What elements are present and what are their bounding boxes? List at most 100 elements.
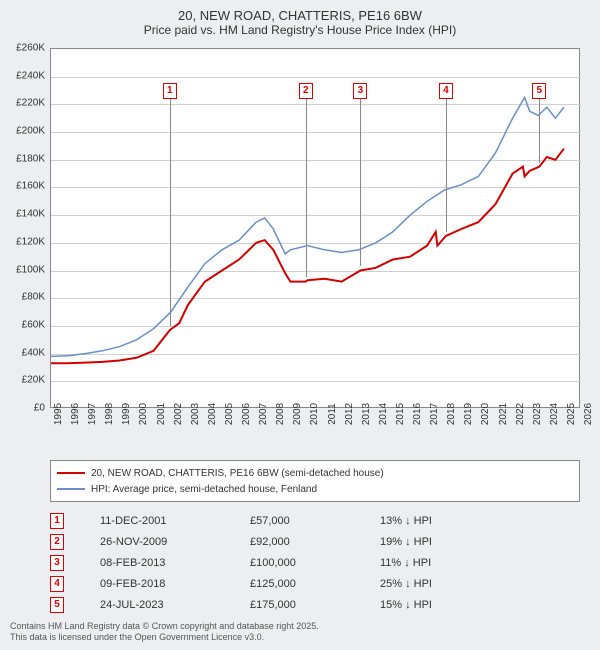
x-tick-label: 2013 — [361, 403, 372, 425]
title-block: 20, NEW ROAD, CHATTERIS, PE16 6BW Price … — [0, 0, 600, 41]
x-tick-label: 2026 — [583, 403, 594, 425]
sale-date: 24-JUL-2023 — [100, 599, 250, 611]
legend-label: 20, NEW ROAD, CHATTERIS, PE16 6BW (semi-… — [91, 468, 384, 479]
y-tick-label: £140K — [0, 209, 45, 220]
x-tick-label: 2016 — [412, 403, 423, 425]
marker-tick — [170, 99, 171, 326]
sale-row-marker: 3 — [50, 555, 64, 571]
x-tick-label: 2020 — [480, 403, 491, 425]
sale-price: £125,000 — [250, 578, 380, 590]
sale-delta: 15% ↓ HPI — [380, 599, 500, 611]
y-tick-label: £60K — [0, 319, 45, 330]
x-tick-label: 2014 — [378, 403, 389, 425]
footer-line1: Contains HM Land Registry data © Crown c… — [10, 621, 319, 633]
sale-row-marker: 1 — [50, 513, 64, 529]
legend-row: HPI: Average price, semi-detached house,… — [57, 481, 573, 497]
x-tick-label: 1998 — [104, 403, 115, 425]
legend-swatch — [57, 472, 85, 474]
title-line1: 20, NEW ROAD, CHATTERIS, PE16 6BW — [10, 8, 590, 23]
sale-row-marker: 2 — [50, 534, 64, 550]
sale-row: 2 26-NOV-2009£92,00019% ↓ HPI — [50, 531, 580, 552]
legend: 20, NEW ROAD, CHATTERIS, PE16 6BW (semi-… — [50, 460, 580, 502]
marker-tick — [539, 99, 540, 163]
sale-row: 409-FEB-2018£125,00025% ↓ HPI — [50, 573, 580, 594]
plot-area: 1 2 3 4 5 — [50, 48, 580, 408]
sale-date: 09-FEB-2018 — [100, 578, 250, 590]
x-tick-label: 2008 — [275, 403, 286, 425]
y-tick-label: £0 — [0, 403, 45, 414]
y-tick-label: £20K — [0, 375, 45, 386]
sale-delta: 11% ↓ HPI — [380, 557, 500, 569]
page-container: 20, NEW ROAD, CHATTERIS, PE16 6BW Price … — [0, 0, 600, 650]
footer-line2: This data is licensed under the Open Gov… — [10, 632, 319, 644]
marker-tick — [306, 99, 307, 278]
footer: Contains HM Land Registry data © Crown c… — [10, 621, 319, 644]
x-tick-label: 1995 — [53, 403, 64, 425]
x-tick-label: 2005 — [224, 403, 235, 425]
x-tick-label: 2017 — [429, 403, 440, 425]
x-tick-label: 2003 — [190, 403, 201, 425]
x-tick-label: 2000 — [138, 403, 149, 425]
sale-marker-5: 5 — [532, 83, 546, 99]
sale-marker-3: 3 — [353, 83, 367, 99]
sale-price: £92,000 — [250, 536, 380, 548]
marker-tick — [360, 99, 361, 267]
sale-row: 1 11-DEC-2001£57,00013% ↓ HPI — [50, 510, 580, 531]
sale-date: 08-FEB-2013 — [100, 557, 250, 569]
sale-row: 5 24-JUL-2023£175,00015% ↓ HPI — [50, 594, 580, 615]
sale-price: £175,000 — [250, 599, 380, 611]
title-line2: Price paid vs. HM Land Registry's House … — [10, 23, 590, 37]
chart: 12345 £0£20K£40K£60K£80K£100K£120K£140K£… — [50, 48, 580, 408]
x-tick-label: 2024 — [549, 403, 560, 425]
x-tick-label: 1999 — [121, 403, 132, 425]
x-tick-label: 2001 — [156, 403, 167, 425]
chart-lines — [51, 49, 581, 409]
y-tick-label: £40K — [0, 347, 45, 358]
y-tick-label: £120K — [0, 236, 45, 247]
x-tick-label: 2006 — [241, 403, 252, 425]
sales-table: 1 11-DEC-2001£57,00013% ↓ HPI 2 26-NOV-2009… — [50, 510, 580, 615]
sale-row-marker: 4 — [50, 576, 64, 592]
y-tick-label: £220K — [0, 98, 45, 109]
x-tick-label: 1997 — [87, 403, 98, 425]
x-tick-label: 2010 — [309, 403, 320, 425]
y-tick-label: £260K — [0, 43, 45, 54]
x-tick-label: 2002 — [173, 403, 184, 425]
sale-price: £57,000 — [250, 515, 380, 527]
y-tick-label: £200K — [0, 126, 45, 137]
marker-tick — [446, 99, 447, 232]
sale-date: 26-NOV-2009 — [100, 536, 250, 548]
x-tick-label: 2015 — [395, 403, 406, 425]
y-tick-label: £240K — [0, 70, 45, 81]
y-tick-label: £180K — [0, 153, 45, 164]
x-tick-label: 1996 — [70, 403, 81, 425]
legend-row: 20, NEW ROAD, CHATTERIS, PE16 6BW (semi-… — [57, 465, 573, 481]
sale-marker-4: 4 — [439, 83, 453, 99]
x-tick-label: 2023 — [532, 403, 543, 425]
legend-label: HPI: Average price, semi-detached house,… — [91, 484, 317, 495]
x-tick-label: 2009 — [292, 403, 303, 425]
x-tick-label: 2025 — [566, 403, 577, 425]
y-tick-label: £100K — [0, 264, 45, 275]
sale-row-marker: 5 — [50, 597, 64, 613]
y-tick-label: £160K — [0, 181, 45, 192]
series-property-line — [51, 149, 564, 364]
sale-delta: 19% ↓ HPI — [380, 536, 500, 548]
x-tick-label: 2012 — [344, 403, 355, 425]
x-tick-label: 2004 — [207, 403, 218, 425]
sale-marker-2: 2 — [299, 83, 313, 99]
sale-date: 11-DEC-2001 — [100, 515, 250, 527]
sale-price: £100,000 — [250, 557, 380, 569]
x-tick-label: 2011 — [327, 403, 338, 425]
x-tick-label: 2021 — [498, 403, 509, 425]
sale-row: 3 08-FEB-2013£100,00011% ↓ HPI — [50, 552, 580, 573]
y-tick-label: £80K — [0, 292, 45, 303]
x-tick-label: 2022 — [515, 403, 526, 425]
sale-delta: 13% ↓ HPI — [380, 515, 500, 527]
sale-marker-1: 1 — [163, 83, 177, 99]
x-tick-label: 2019 — [463, 403, 474, 425]
series-hpi-line — [51, 98, 564, 357]
x-tick-label: 2007 — [258, 403, 269, 425]
x-tick-label: 2018 — [446, 403, 457, 425]
legend-swatch — [57, 488, 85, 490]
